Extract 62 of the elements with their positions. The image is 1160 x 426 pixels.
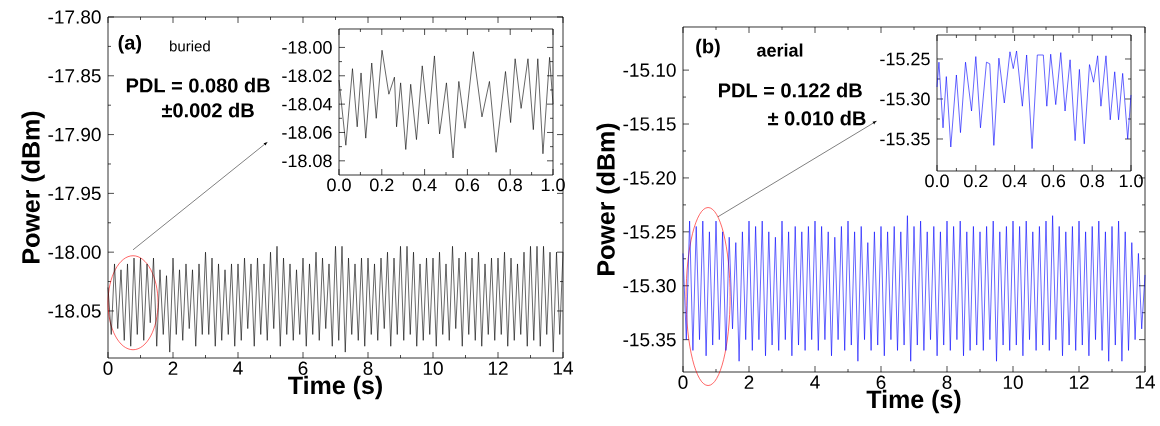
annotation: (a)	[118, 34, 142, 54]
y-tick-label: -17.80	[48, 10, 101, 24]
x-tick-label: 4	[233, 361, 243, 375]
x-tick-label: 10	[423, 361, 443, 375]
annotation: buried	[170, 40, 210, 52]
x-tick-label: 8	[363, 361, 373, 375]
x-tick-label: 12	[488, 361, 508, 375]
x-tick-label: 14	[1135, 375, 1156, 389]
y-tick-label: -15.20	[623, 171, 676, 185]
x-tick-label: 1.0	[541, 178, 565, 192]
line-series	[682, 215, 1146, 362]
annotation: PDL = 0.122 dB	[718, 82, 862, 98]
x-tick-label: 0.8	[1080, 174, 1104, 188]
x-tick-label: 0.0	[327, 178, 351, 192]
y-tick-label: -18.00	[48, 245, 101, 259]
x-tick-label: 8	[942, 375, 952, 389]
x-tick-label: 2	[744, 375, 754, 389]
x-tick-label: 10	[1003, 375, 1023, 389]
y-axis-title: Power (dBm)	[21, 111, 45, 263]
y-tick-label: -15.35	[880, 132, 930, 146]
x-tick-label: 0.4	[1002, 174, 1027, 188]
x-tick-label: 4	[810, 375, 820, 389]
y-tick-label: -18.05	[48, 304, 101, 318]
y-tick-label: -17.90	[48, 127, 101, 142]
x-tick-label: 0	[678, 375, 688, 389]
y-tick-label: -17.95	[48, 186, 101, 201]
x-tick-label: 14	[553, 361, 574, 375]
line-series	[936, 50, 1132, 149]
y-tick-label: -15.30	[623, 279, 676, 293]
y-tick-label: -15.30	[880, 92, 930, 106]
x-axis-title: Time (s)	[866, 389, 961, 414]
annotation: ± 0.010 dB	[768, 110, 866, 126]
x-tick-label: 0.0	[925, 174, 949, 188]
annotation: PDL = 0.080 dB	[126, 77, 270, 93]
y-tick-label: -15.35	[623, 332, 676, 347]
x-tick-label: 0	[103, 361, 113, 375]
y-tick-label: -18.04	[282, 97, 332, 111]
y-tick-label: -15.15	[623, 117, 676, 131]
x-tick-label: 0.6	[1041, 174, 1066, 188]
x-tick-label: 6	[298, 361, 308, 375]
x-tick-label: 0.4	[412, 178, 437, 192]
y-tick-label: -18.06	[282, 126, 332, 139]
y-tick-label: -15.25	[623, 225, 676, 239]
y-tick-label: -18.08	[282, 154, 332, 168]
x-tick-label: 6	[876, 375, 886, 389]
y-tick-label: -15.25	[880, 52, 930, 66]
x-tick-label: 2	[168, 361, 178, 375]
x-tick-label: 0.6	[455, 178, 480, 192]
x-tick-label: 0.2	[964, 174, 988, 188]
y-tick-label: -18.02	[282, 69, 332, 83]
y-tick-label: -18.00	[282, 41, 332, 54]
y-tick-label: -15.10	[623, 63, 676, 77]
x-tick-label: 1.0	[1119, 174, 1143, 188]
y-tick-label: -17.85	[48, 69, 101, 83]
annotation: ±0.002 dB	[161, 102, 254, 118]
x-axis-title: Time (s)	[288, 375, 382, 400]
x-tick-label: 0.2	[370, 178, 394, 192]
annotation: aerial	[757, 43, 803, 57]
annotation: (b)	[696, 38, 720, 58]
y-axis-title: Power (dBm)	[596, 123, 620, 275]
x-tick-label: 0.8	[498, 178, 522, 192]
x-tick-label: 12	[1069, 375, 1089, 389]
